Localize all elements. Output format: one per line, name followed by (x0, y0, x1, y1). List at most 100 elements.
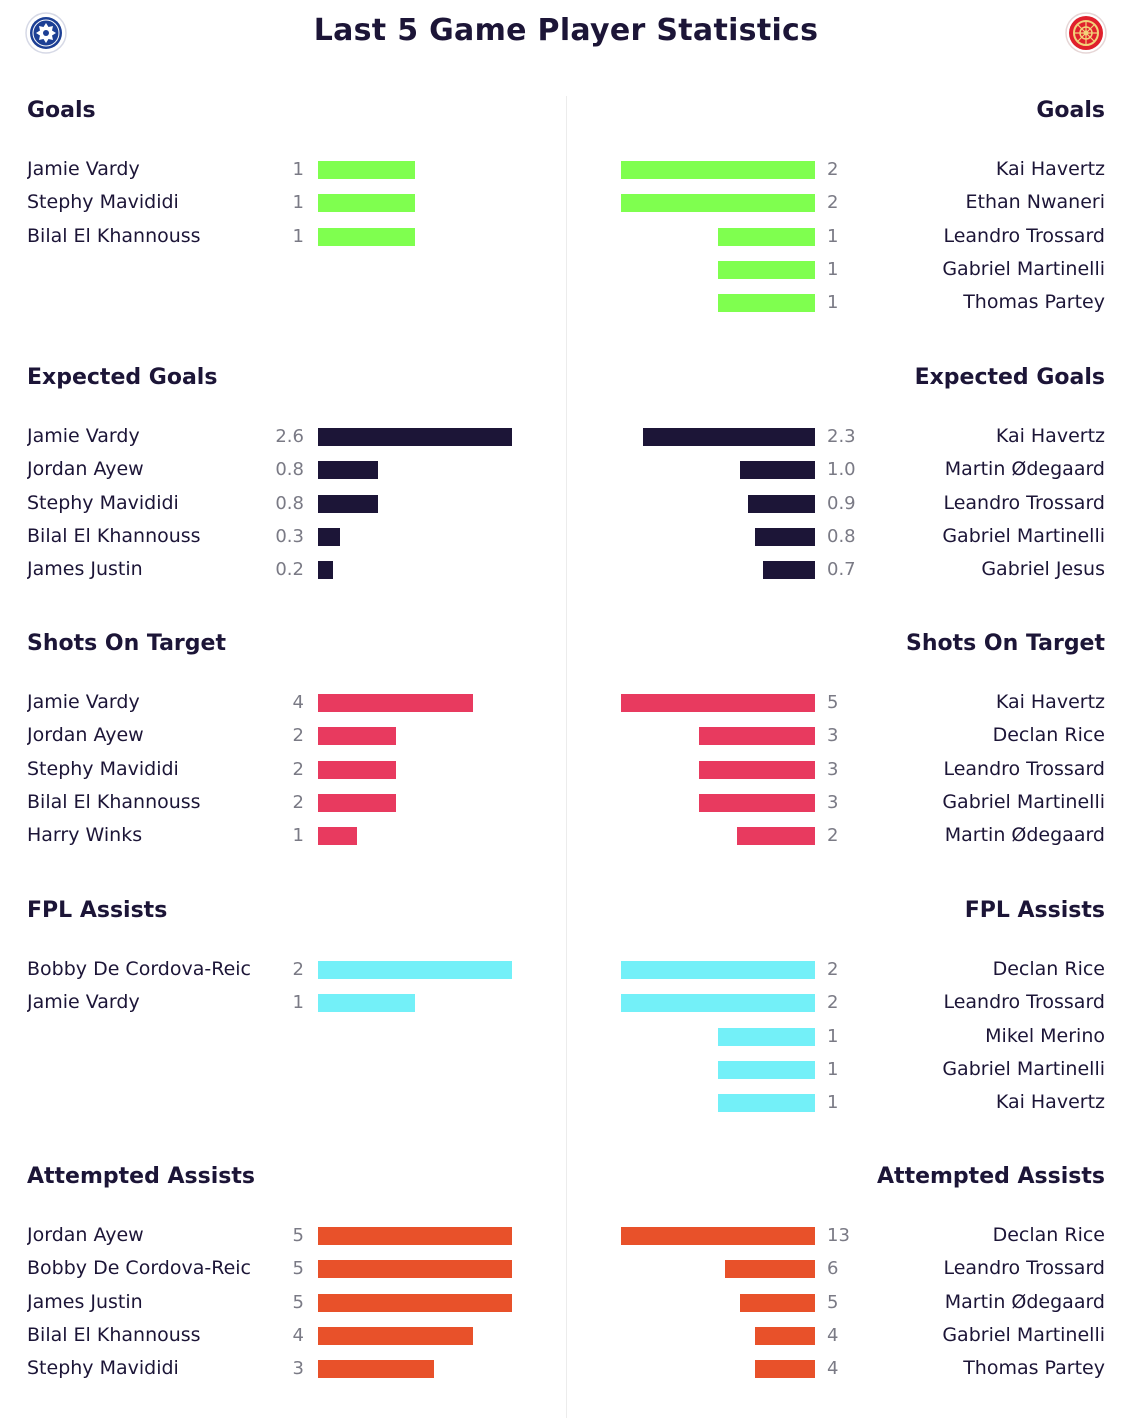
stat-row[interactable]: Kai Havertz 2.3 (572, 423, 1132, 453)
player-name[interactable]: Mikel Merino (985, 1025, 1105, 1047)
stat-row[interactable]: Declan Rice 13 (572, 1222, 1132, 1252)
stat-bar (718, 294, 815, 312)
stat-row[interactable]: Gabriel Martinelli 3 (572, 789, 1132, 819)
stat-row[interactable]: Bilal El Khannouss 1 (0, 223, 560, 253)
player-name[interactable]: Gabriel Martinelli (942, 791, 1105, 813)
stat-row[interactable]: Gabriel Martinelli 1 (572, 1056, 1132, 1086)
player-name[interactable]: Kai Havertz (995, 1091, 1105, 1113)
player-name[interactable]: James Justin (27, 558, 143, 580)
player-name[interactable]: Jamie Vardy (27, 691, 140, 713)
stat-row[interactable]: Leandro Trossard 1 (572, 223, 1132, 253)
stat-row[interactable]: Leandro Trossard 3 (572, 756, 1132, 786)
stat-row[interactable]: Jordan Ayew 2 (0, 722, 560, 752)
player-name[interactable]: Kai Havertz (995, 158, 1105, 180)
stat-row[interactable]: James Justin 5 (0, 1289, 560, 1319)
stat-row[interactable]: Mikel Merino 1 (572, 1023, 1132, 1053)
player-name[interactable]: Declan Rice (992, 1224, 1105, 1246)
stat-row[interactable]: Kai Havertz 5 (572, 689, 1132, 719)
stat-row[interactable]: Bilal El Khannouss 0.3 (0, 523, 560, 553)
stat-row[interactable]: Martin Ødegaard 2 (572, 822, 1132, 852)
player-name[interactable]: Bobby De Cordova-Reic (27, 958, 251, 980)
player-name[interactable]: Bobby De Cordova-Reic (27, 1257, 251, 1279)
player-name[interactable]: Martin Ødegaard (944, 458, 1105, 480)
player-name[interactable]: Leandro Trossard (943, 758, 1105, 780)
player-name[interactable]: Stephy Mavididi (27, 758, 179, 780)
player-name[interactable]: Stephy Mavididi (27, 191, 179, 213)
stat-row[interactable]: Bilal El Khannouss 4 (0, 1322, 560, 1352)
away-team-crest-icon[interactable] (1065, 12, 1107, 54)
player-name[interactable]: Jordan Ayew (27, 724, 144, 746)
player-name[interactable]: Bilal El Khannouss (27, 1324, 201, 1346)
player-name[interactable]: Stephy Mavididi (27, 1357, 179, 1379)
player-name[interactable]: Jamie Vardy (27, 425, 140, 447)
stat-row[interactable]: Kai Havertz 2 (572, 156, 1132, 186)
player-name[interactable]: Stephy Mavididi (27, 492, 179, 514)
player-name[interactable]: Declan Rice (992, 958, 1105, 980)
stat-row[interactable]: Gabriel Martinelli 1 (572, 256, 1132, 286)
stat-row[interactable]: Bobby De Cordova-Reic 2 (0, 956, 560, 986)
stat-row[interactable]: Jamie Vardy 2.6 (0, 423, 560, 453)
player-name[interactable]: Thomas Partey (963, 291, 1105, 313)
player-name[interactable]: Leandro Trossard (943, 225, 1105, 247)
stat-row[interactable]: Jordan Ayew 5 (0, 1222, 560, 1252)
stat-row[interactable]: Stephy Mavididi 1 (0, 189, 560, 219)
stat-row[interactable]: Stephy Mavididi 0.8 (0, 490, 560, 520)
stat-value: 2 (827, 825, 839, 846)
player-name[interactable]: Bilal El Khannouss (27, 225, 201, 247)
stat-row[interactable]: Jamie Vardy 1 (0, 989, 560, 1019)
stat-row[interactable]: Leandro Trossard 0.9 (572, 490, 1132, 520)
stat-row[interactable]: Leandro Trossard 6 (572, 1255, 1132, 1285)
stat-row[interactable]: Declan Rice 3 (572, 722, 1132, 752)
player-name[interactable]: Leandro Trossard (943, 492, 1105, 514)
player-name[interactable]: James Justin (27, 1291, 143, 1313)
stat-value: 1 (292, 992, 304, 1013)
stat-row[interactable]: Gabriel Jesus 0.7 (572, 556, 1132, 586)
player-name[interactable]: Gabriel Jesus (981, 558, 1105, 580)
stat-row[interactable]: Kai Havertz 1 (572, 1089, 1132, 1119)
stat-row[interactable]: Jamie Vardy 1 (0, 156, 560, 186)
stat-value: 1 (827, 1092, 839, 1113)
player-name[interactable]: Martin Ødegaard (944, 1291, 1105, 1313)
player-name[interactable]: Declan Rice (992, 724, 1105, 746)
player-name[interactable]: Ethan Nwaneri (965, 191, 1105, 213)
stat-row[interactable]: Martin Ødegaard 1.0 (572, 456, 1132, 486)
stat-row[interactable]: Gabriel Martinelli 4 (572, 1322, 1132, 1352)
player-name[interactable]: Gabriel Martinelli (942, 525, 1105, 547)
stat-row[interactable]: James Justin 0.2 (0, 556, 560, 586)
stat-value: 2 (292, 959, 304, 980)
stat-value: 1 (827, 1026, 839, 1047)
player-name[interactable]: Harry Winks (27, 824, 143, 846)
player-name[interactable]: Bilal El Khannouss (27, 791, 201, 813)
stat-row[interactable]: Leandro Trossard 2 (572, 989, 1132, 1019)
player-name[interactable]: Kai Havertz (995, 425, 1105, 447)
player-name[interactable]: Jamie Vardy (27, 991, 140, 1013)
player-name[interactable]: Leandro Trossard (943, 991, 1105, 1013)
player-name[interactable]: Gabriel Martinelli (942, 258, 1105, 280)
stat-row[interactable]: Martin Ødegaard 5 (572, 1289, 1132, 1319)
stat-row[interactable]: Gabriel Martinelli 0.8 (572, 523, 1132, 553)
player-name[interactable]: Leandro Trossard (943, 1257, 1105, 1279)
stat-row[interactable]: Declan Rice 2 (572, 956, 1132, 986)
player-name[interactable]: Bilal El Khannouss (27, 525, 201, 547)
stat-row[interactable]: Thomas Partey 1 (572, 289, 1132, 319)
player-name[interactable]: Gabriel Martinelli (942, 1058, 1105, 1080)
player-name[interactable]: Thomas Partey (963, 1357, 1105, 1379)
stat-row[interactable]: Stephy Mavididi 3 (0, 1355, 560, 1385)
stat-row[interactable]: Bilal El Khannouss 2 (0, 789, 560, 819)
player-name[interactable]: Jamie Vardy (27, 158, 140, 180)
stat-row[interactable]: Jamie Vardy 4 (0, 689, 560, 719)
stat-value: 3 (827, 792, 839, 813)
player-name[interactable]: Kai Havertz (995, 691, 1105, 713)
stat-row[interactable]: Jordan Ayew 0.8 (0, 456, 560, 486)
stat-row[interactable]: Harry Winks 1 (0, 822, 560, 852)
player-name[interactable]: Gabriel Martinelli (942, 1324, 1105, 1346)
stat-row[interactable]: Thomas Partey 4 (572, 1355, 1132, 1385)
player-name[interactable]: Jordan Ayew (27, 458, 144, 480)
player-name[interactable]: Martin Ødegaard (944, 824, 1105, 846)
home-team-crest-icon[interactable] (25, 12, 67, 54)
stat-row[interactable]: Ethan Nwaneri 2 (572, 189, 1132, 219)
stat-row[interactable]: Bobby De Cordova-Reic 5 (0, 1255, 560, 1285)
stat-row[interactable]: Stephy Mavididi 2 (0, 756, 560, 786)
stat-bar (621, 1227, 815, 1245)
player-name[interactable]: Jordan Ayew (27, 1224, 144, 1246)
